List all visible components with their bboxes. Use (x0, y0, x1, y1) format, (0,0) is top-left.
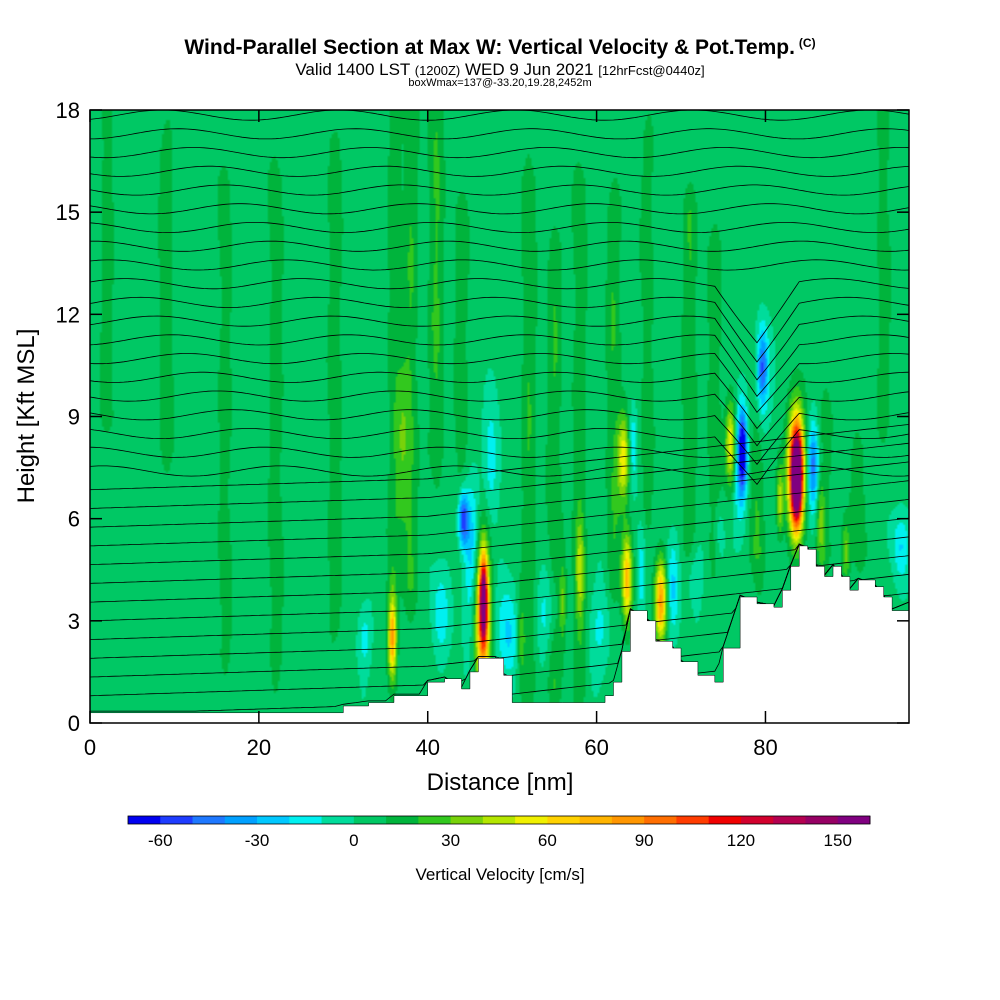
isentrope-line (90, 91, 909, 101)
isentrope-line (90, 371, 909, 430)
y-tick-label: 0 (68, 711, 80, 736)
colorbar-swatch (515, 816, 548, 824)
colorbar-swatch (386, 816, 419, 824)
colorbar-swatch (289, 816, 323, 824)
colorbar-swatch (740, 816, 774, 824)
isentrope-line (90, 221, 909, 234)
colorbar-frame (127, 815, 871, 825)
colorbar-swatch (805, 816, 839, 824)
forecast-info: [12hrFcst@0440z] (598, 63, 705, 78)
colorbar-swatch (708, 816, 742, 824)
colorbar-tick-label: 120 (727, 831, 755, 850)
valid-utc: (1200Z) (414, 63, 461, 78)
isentrope-line (90, 203, 909, 215)
colorbar-swatch (773, 816, 806, 824)
colorbar-swatch (418, 816, 452, 824)
box-info: boxWmax=137@-33.20,19.28,2452m (408, 77, 592, 89)
x-tick-label: 60 (584, 735, 608, 760)
colorbar-tick-label: 150 (824, 831, 852, 850)
isentrope-line (90, 499, 909, 565)
isentrope-line (90, 334, 909, 397)
colorbar-swatch (257, 816, 290, 824)
isentrope-line (90, 461, 909, 528)
colorbar-swatch (547, 816, 581, 824)
x-axis: 0 20 40 60 80 (84, 110, 778, 760)
valid-label: Valid 1400 LST (295, 60, 410, 79)
isentrope-line (90, 147, 909, 159)
colorbar-label: Vertical Velocity [cm/s] (415, 865, 584, 884)
x-tick-label: 80 (753, 735, 777, 760)
y-axis: 0 3 6 9 12 15 18 (56, 98, 909, 736)
isentrope-line (90, 353, 909, 413)
isentrope-line (90, 409, 909, 465)
isentrope-line (90, 543, 909, 622)
colorbar-swatch (160, 816, 194, 824)
colorbar-swatch (482, 816, 516, 824)
colorbar-tick-label: 30 (441, 831, 460, 850)
colorbar-swatch (676, 816, 710, 824)
isentrope-line (90, 427, 909, 486)
isentrope-line (90, 128, 909, 140)
y-tick-label: 9 (68, 405, 80, 430)
y-tick-label: 18 (56, 98, 80, 123)
isentrope-line (90, 110, 909, 121)
colorbar-tick-label: 90 (635, 831, 654, 850)
isentrope-line (90, 480, 909, 547)
isentrope-line (90, 296, 909, 363)
x-tick-label: 0 (84, 735, 96, 760)
terrain (89, 545, 910, 724)
colorbar-swatch (837, 816, 871, 824)
copyright-mark: (C) (798, 36, 816, 50)
x-tick-label: 20 (247, 735, 271, 760)
colorbar-tick-label: 0 (349, 831, 358, 850)
isentrope-line (90, 315, 909, 381)
isentrope-line (90, 390, 909, 447)
chart-title-text: Wind-Parallel Section at Max W: Vertical… (184, 36, 795, 59)
colorbar-swatch (611, 816, 645, 824)
valid-date: WED 9 Jun 2021 (465, 60, 594, 79)
colorbar: -60 -30 0 30 60 90 120 150 (127, 815, 871, 850)
colorbar-swatch (321, 816, 355, 824)
isentrope-line (90, 536, 909, 603)
colorbar-swatch (450, 816, 484, 824)
isentrope-line (90, 259, 909, 271)
y-tick-label: 15 (56, 200, 80, 225)
colorbar-tick-label: 60 (538, 831, 557, 850)
isentrope-line (90, 543, 909, 640)
chart-title: Wind-Parallel Section at Max W: Vertical… (0, 36, 1000, 60)
colorbar-swatch (579, 816, 613, 824)
isentrope-line (90, 517, 909, 584)
chart-subtitle: Valid 1400 LST (1200Z) WED 9 Jun 2021 [1… (0, 60, 1000, 80)
y-axis-label: Height [Kft MSL] (13, 329, 40, 504)
colorbar-tick-label: -60 (148, 831, 173, 850)
colorbar-swatch (224, 816, 258, 824)
isentrope-line (90, 446, 909, 458)
y-tick-label: 6 (68, 507, 80, 532)
isentrope-line (90, 165, 909, 177)
y-tick-label: 3 (68, 609, 80, 634)
colorbar-swatch (192, 816, 226, 824)
isentrope-line (90, 184, 909, 196)
y-tick-label: 12 (56, 302, 80, 327)
colorbar-tick-label: -30 (245, 831, 270, 850)
isentrope-line (90, 240, 909, 252)
isentrope-line (90, 465, 909, 477)
isentrope-line (90, 442, 909, 509)
colorbar-swatch (644, 816, 677, 824)
x-axis-label: Distance [nm] (427, 769, 574, 796)
isentrope-line (90, 278, 909, 344)
colorbar-swatch (128, 816, 161, 824)
x-tick-label: 40 (415, 735, 439, 760)
colorbar-swatch (353, 816, 387, 824)
